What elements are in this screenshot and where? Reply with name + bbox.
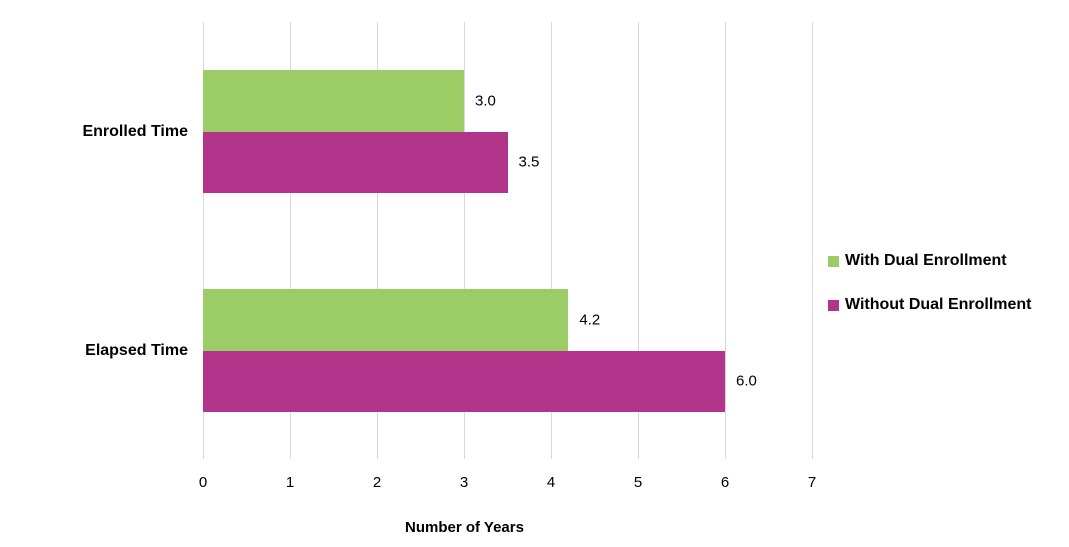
x-axis-title: Number of Years — [405, 519, 524, 536]
legend-label: With Dual Enrollment — [845, 252, 1007, 269]
gridline-x-7 — [811, 22, 813, 459]
x-tick-label-2: 2 — [372, 474, 382, 491]
x-tick-label-3: 3 — [459, 474, 469, 491]
legend-swatch-icon — [828, 299, 839, 311]
legend-item-without-dual-enrollment: Without Dual Enrollment — [828, 296, 1032, 314]
legend-item-with-dual-enrollment: With Dual Enrollment — [828, 252, 1032, 270]
legend: With Dual Enrollment Without Dual Enrollm… — [828, 252, 1032, 340]
category-label-enrolled-time: Enrolled Time — [82, 122, 188, 140]
gridline-x-4 — [550, 22, 552, 459]
gridline-x-6 — [724, 22, 726, 459]
x-tick-label-7: 7 — [807, 474, 817, 491]
x-tick-label-1: 1 — [285, 474, 295, 491]
bar-with-dual-enrollment-enrolled-time — [203, 70, 464, 132]
legend-label: Without Dual Enrollment — [845, 296, 1032, 313]
bar-without-dual-enrollment-elapsed-time — [203, 350, 725, 412]
x-tick-label-0: 0 — [198, 474, 208, 491]
data-label-without-dual-enrollment-elapsed-time: 6.0 — [736, 372, 757, 390]
legend-swatch-icon — [828, 255, 839, 267]
data-label-with-dual-enrollment-elapsed-time: 4.2 — [579, 311, 601, 329]
bar-without-dual-enrollment-enrolled-time — [203, 131, 508, 193]
x-tick-label-4: 4 — [546, 474, 556, 491]
gridline-x-3 — [463, 22, 465, 459]
x-tick-label-5: 5 — [633, 474, 643, 491]
data-label-without-dual-enrollment-enrolled-time: 3.5 — [518, 153, 540, 171]
x-tick-label-6: 6 — [720, 474, 730, 491]
category-label-elapsed-time: Elapsed Time — [85, 341, 188, 359]
bar-with-dual-enrollment-elapsed-time — [203, 289, 569, 351]
gridline-x-5 — [637, 22, 639, 459]
data-label-with-dual-enrollment-enrolled-time: 3.0 — [475, 92, 496, 110]
gridline-x-0 — [202, 22, 204, 459]
gridline-x-1 — [289, 22, 291, 459]
gridline-x-2 — [376, 22, 378, 459]
